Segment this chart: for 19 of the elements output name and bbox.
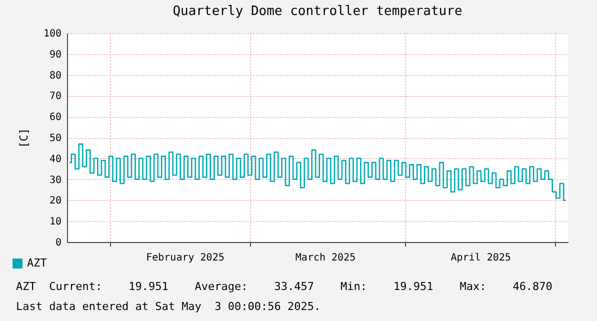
text: Last data entered at Sat May 3 00:00:56 2025.: [16, 300, 321, 313]
legend-label: AZT: [27, 256, 48, 270]
y-tick-label: 20: [49, 196, 62, 207]
y-tick-label: 50: [49, 133, 62, 144]
y-tick-label: 10: [49, 216, 62, 228]
chart-title: Quarterly Dome controller temperature: [172, 4, 462, 19]
y-axis-title: [C]: [17, 128, 30, 148]
y-tick-label: 70: [49, 91, 62, 102]
y-tick-label: 80: [49, 70, 62, 82]
y-tick-label: 60: [49, 112, 62, 124]
y-tick-label: 90: [49, 49, 62, 60]
x-tick-label: February 2025: [146, 252, 224, 264]
x-tick-label: March 2025: [295, 252, 356, 264]
y-tick-label: 0: [55, 238, 62, 248]
x-tick-label: April 2025: [450, 252, 511, 264]
text: AZT Current: 19.951 Average: 33.457 Min: 19.951 Max: 46.870: [16, 280, 552, 293]
y-tick-label: 30: [49, 174, 62, 186]
y-tick-label: 40: [49, 154, 62, 165]
y-tick-label: 100: [43, 28, 62, 40]
